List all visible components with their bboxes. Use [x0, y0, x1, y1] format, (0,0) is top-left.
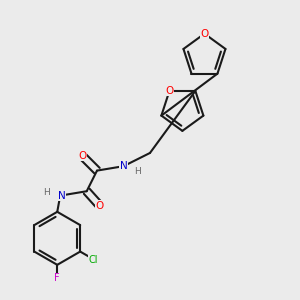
Text: N: N — [120, 161, 128, 171]
Text: O: O — [165, 86, 173, 96]
Text: H: H — [44, 188, 50, 196]
Text: O: O — [78, 151, 86, 161]
Text: H: H — [134, 167, 141, 176]
Text: Cl: Cl — [88, 255, 98, 265]
Text: O: O — [200, 29, 208, 39]
Text: F: F — [54, 273, 60, 283]
Text: N: N — [58, 190, 65, 201]
Text: O: O — [96, 201, 104, 211]
